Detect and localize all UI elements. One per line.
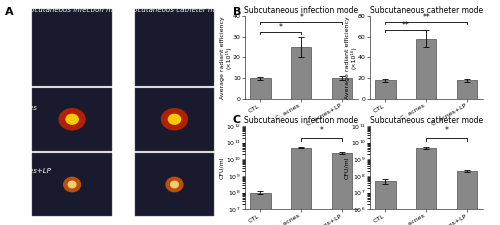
Bar — [457, 171, 477, 225]
FancyBboxPatch shape — [32, 153, 112, 216]
Text: A: A — [5, 7, 14, 17]
Text: Subcutaneous infection mode: Subcutaneous infection mode — [21, 7, 126, 13]
Text: B: B — [232, 7, 241, 17]
Bar — [250, 78, 270, 99]
Ellipse shape — [63, 177, 81, 192]
Ellipse shape — [170, 180, 179, 189]
Title: Subcutaneous infection mode: Subcutaneous infection mode — [244, 116, 358, 125]
Ellipse shape — [68, 180, 76, 189]
Bar — [291, 148, 312, 225]
Bar — [375, 80, 396, 99]
FancyBboxPatch shape — [32, 9, 112, 86]
Bar — [416, 39, 436, 99]
Text: *: * — [445, 126, 448, 135]
Y-axis label: Average radiant efficiency
(×10¹⁵): Average radiant efficiency (×10¹⁵) — [220, 16, 232, 99]
Text: CTL: CTL — [8, 42, 20, 48]
Y-axis label: CFU/ml: CFU/ml — [344, 156, 349, 179]
FancyBboxPatch shape — [134, 88, 214, 151]
FancyBboxPatch shape — [32, 88, 112, 151]
Title: Subcutaneous infection mode: Subcutaneous infection mode — [244, 6, 358, 15]
Text: C: C — [232, 115, 240, 125]
Ellipse shape — [166, 177, 184, 192]
Y-axis label: CFU/ml: CFU/ml — [219, 156, 224, 179]
Bar — [250, 193, 270, 225]
Ellipse shape — [168, 114, 181, 125]
Text: *: * — [300, 13, 303, 22]
FancyBboxPatch shape — [134, 9, 214, 86]
Text: **: ** — [422, 13, 430, 22]
Ellipse shape — [66, 114, 79, 125]
Text: C. acnes: C. acnes — [8, 105, 37, 111]
Title: Subcutaneous catheter mode: Subcutaneous catheter mode — [370, 6, 483, 15]
FancyBboxPatch shape — [134, 153, 214, 216]
Text: *: * — [279, 23, 282, 32]
Bar — [457, 80, 477, 99]
Text: Subcutaneous catheter mode: Subcutaneous catheter mode — [124, 7, 228, 13]
Text: *: * — [320, 126, 324, 135]
Bar — [332, 78, 352, 99]
Ellipse shape — [58, 108, 86, 130]
Bar — [291, 47, 312, 99]
Bar — [416, 148, 436, 225]
Ellipse shape — [161, 108, 188, 130]
Text: C. acnes+LP: C. acnes+LP — [8, 168, 51, 174]
Bar — [375, 181, 396, 225]
Text: **: ** — [402, 21, 409, 30]
Bar — [332, 153, 352, 225]
Y-axis label: Average radiant efficiency
(×10¹⁶): Average radiant efficiency (×10¹⁶) — [344, 16, 356, 99]
Title: Subcutaneous catheter mode: Subcutaneous catheter mode — [370, 116, 483, 125]
